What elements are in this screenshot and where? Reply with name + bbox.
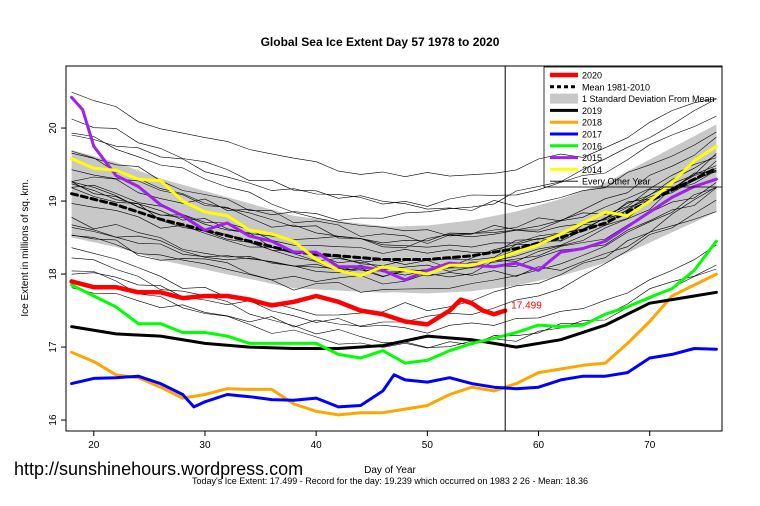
- other-year-line: [71, 154, 717, 273]
- other-year-line: [71, 157, 717, 244]
- y-tick-label: 18: [48, 268, 59, 280]
- other-year-line: [71, 150, 717, 248]
- legend-label: 1 Standard Deviation From Mean: [582, 94, 715, 104]
- std-dev-band: [71, 124, 717, 294]
- other-year-line: [71, 136, 717, 249]
- other-year-line: [71, 98, 717, 221]
- other-year-line: [71, 91, 717, 178]
- series-line-2020: [69, 279, 508, 327]
- x-axis-label: Day of Year: [364, 465, 416, 476]
- series-line-2014: [70, 144, 718, 277]
- y-tick-label: 17: [48, 341, 59, 353]
- legend-label: 2020: [582, 71, 602, 81]
- series-line-mean-1981-2010: [70, 166, 718, 261]
- chart-title: Global Sea Ice Extent Day 57 1978 to 202…: [261, 35, 500, 49]
- y-tick-label: 19: [48, 195, 59, 207]
- legend-box: [543, 66, 723, 188]
- legend-label: 2017: [582, 130, 602, 140]
- plot-frame: [65, 65, 723, 432]
- footer-summary: Today's Ice Extent: 17.499 - Record for …: [192, 476, 588, 486]
- legend-swatch-1-standard-deviation-from-mean: [550, 93, 578, 104]
- other-year-line: [71, 160, 717, 285]
- series-line-2015: [70, 95, 718, 282]
- series-lines: [69, 95, 718, 417]
- legend-label: 2015: [582, 153, 602, 163]
- site-url: http://sunshinehours.wordpress.com: [14, 459, 303, 479]
- x-tick-label: 60: [533, 440, 545, 451]
- legend-label: 2014: [582, 165, 602, 175]
- other-year-line: [71, 115, 717, 207]
- legend-label: 2018: [582, 118, 602, 128]
- x-tick-label: 20: [88, 440, 100, 451]
- x-tick-label: 30: [199, 440, 211, 451]
- other-year-line: [71, 244, 717, 334]
- legend-label: Mean 1981-2010: [582, 82, 650, 92]
- legend-label: 2019: [582, 106, 602, 116]
- current-value-label: 17.499: [511, 301, 542, 312]
- std-dev-band-layer: [71, 124, 717, 294]
- every-other-year-lines: [71, 91, 717, 349]
- x-tick-label: 40: [311, 440, 323, 451]
- other-year-line: [71, 168, 717, 265]
- series-line-2016: [70, 239, 718, 365]
- series-line-2019: [70, 290, 718, 350]
- series-line-2018: [70, 272, 718, 417]
- other-year-line: [71, 152, 717, 244]
- legend-label: 2016: [582, 141, 602, 151]
- other-year-line: [71, 171, 717, 278]
- y-tick-label: 20: [48, 122, 59, 134]
- y-tick-label: 16: [48, 414, 59, 426]
- x-tick-label: 70: [644, 440, 656, 451]
- other-year-line: [71, 199, 717, 328]
- legend-label: Every Other Year: [582, 177, 651, 187]
- axes: 20 30 40 50 60 70 16 17 18 19 20: [48, 122, 656, 451]
- other-year-line: [71, 187, 717, 293]
- y-axis-label: Ice Extent in millions of sq. km.: [20, 179, 31, 316]
- series-line-2017: [70, 347, 718, 409]
- x-tick-label: 50: [422, 440, 434, 451]
